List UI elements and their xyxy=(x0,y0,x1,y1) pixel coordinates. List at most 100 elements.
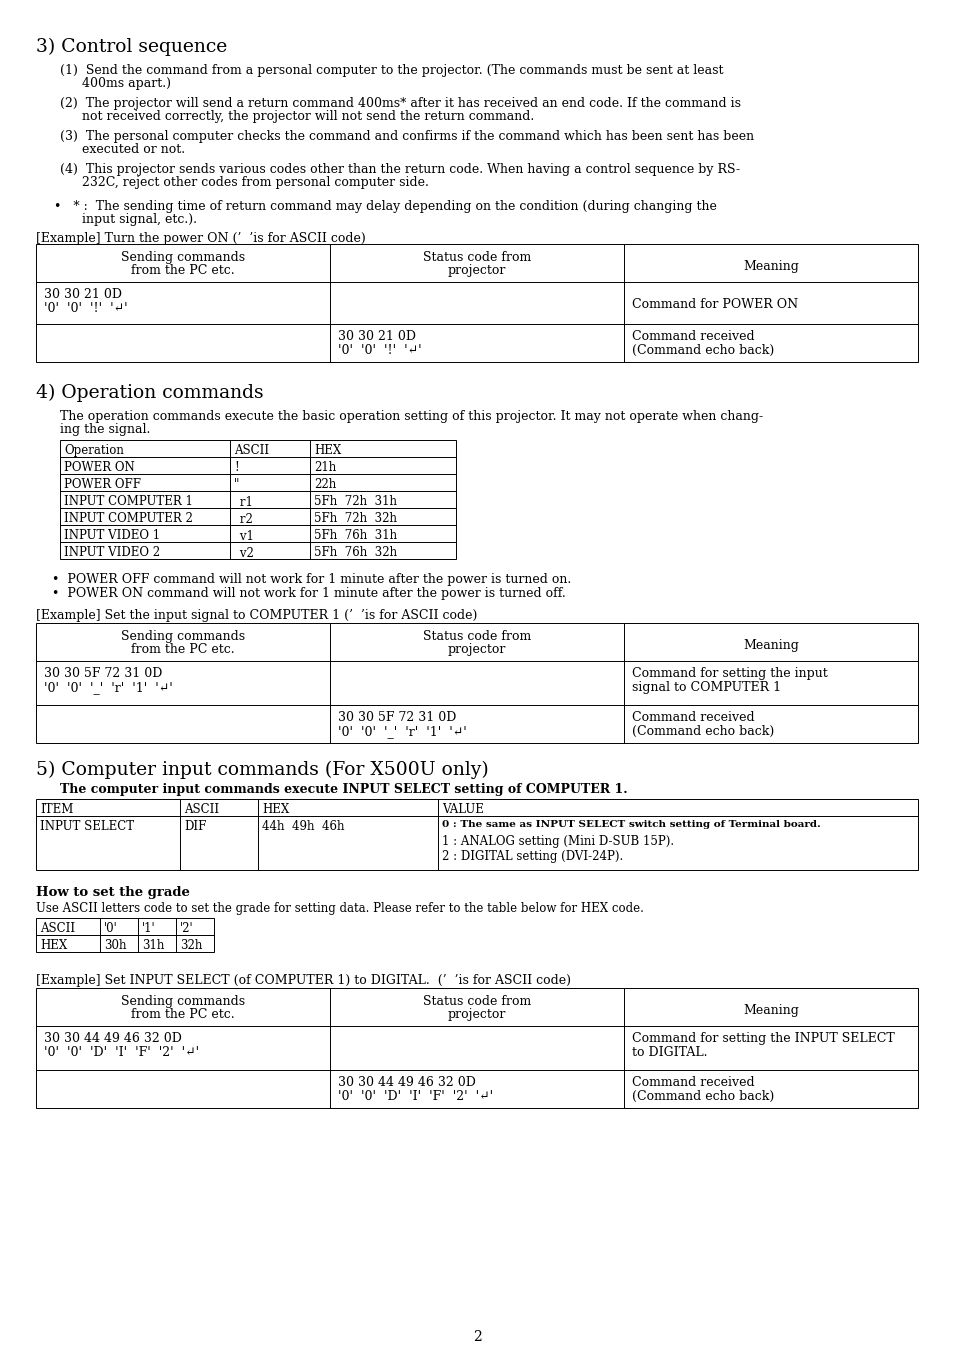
Text: from the PC etc.: from the PC etc. xyxy=(132,1008,234,1021)
Text: '0'  '0'  '_'  'r'  '1'  '↵': '0' '0' '_' 'r' '1' '↵' xyxy=(337,725,466,738)
Text: HEX: HEX xyxy=(314,444,341,457)
Text: _v1: _v1 xyxy=(233,530,253,542)
Text: 232C, reject other codes from personal computer side.: 232C, reject other codes from personal c… xyxy=(82,176,429,189)
Text: 30h: 30h xyxy=(104,939,127,952)
Text: '0'  '0'  '!'  '↵': '0' '0' '!' '↵' xyxy=(337,345,421,357)
Text: Command received: Command received xyxy=(631,330,754,343)
Text: ": " xyxy=(233,478,239,490)
Text: ASCII: ASCII xyxy=(40,921,75,935)
Text: INPUT COMPUTER 1: INPUT COMPUTER 1 xyxy=(64,494,193,508)
Text: _v2: _v2 xyxy=(233,546,253,559)
Text: 32h: 32h xyxy=(180,939,202,952)
Bar xyxy=(36,623,917,743)
Text: not received correctly, the projector will not send the return command.: not received correctly, the projector wi… xyxy=(82,109,534,123)
Text: ASCII: ASCII xyxy=(233,444,269,457)
Text: 30 30 5F 72 31 0D: 30 30 5F 72 31 0D xyxy=(337,711,456,724)
Text: Sending commands: Sending commands xyxy=(121,630,245,643)
Bar xyxy=(60,440,456,559)
Text: 30 30 44 49 46 32 0D: 30 30 44 49 46 32 0D xyxy=(44,1032,182,1046)
Text: (Command echo back): (Command echo back) xyxy=(631,345,774,357)
Text: from the PC etc.: from the PC etc. xyxy=(132,643,234,657)
Text: input signal, etc.).: input signal, etc.). xyxy=(82,213,196,226)
Bar xyxy=(36,245,917,362)
Text: 3) Control sequence: 3) Control sequence xyxy=(36,38,227,57)
Text: ing the signal.: ing the signal. xyxy=(60,423,151,436)
Text: !: ! xyxy=(233,461,238,474)
Text: Status code from: Status code from xyxy=(422,630,531,643)
Text: Status code from: Status code from xyxy=(422,994,531,1008)
Text: projector: projector xyxy=(447,263,506,277)
Text: 22h: 22h xyxy=(314,478,335,490)
Text: The operation commands execute the basic operation setting of this projector. It: The operation commands execute the basic… xyxy=(60,409,762,423)
Text: (Command echo back): (Command echo back) xyxy=(631,1090,774,1102)
Text: 2 : DIGITAL setting (DVI-24P).: 2 : DIGITAL setting (DVI-24P). xyxy=(441,850,622,863)
Text: Sending commands: Sending commands xyxy=(121,994,245,1008)
Text: [Example] Set INPUT SELECT (of COMPUTER 1) to DIGITAL.  (’  ’is for ASCII code): [Example] Set INPUT SELECT (of COMPUTER … xyxy=(36,974,571,988)
Text: 30 30 5F 72 31 0D: 30 30 5F 72 31 0D xyxy=(44,667,162,680)
Text: Use ASCII letters code to set the grade for setting data. Please refer to the ta: Use ASCII letters code to set the grade … xyxy=(36,902,643,915)
Text: HEX: HEX xyxy=(262,802,289,816)
Text: 5Fh  76h  31h: 5Fh 76h 31h xyxy=(314,530,396,542)
Text: How to set the grade: How to set the grade xyxy=(36,886,190,898)
Text: INPUT SELECT: INPUT SELECT xyxy=(40,820,134,834)
Text: INPUT VIDEO 1: INPUT VIDEO 1 xyxy=(64,530,160,542)
Text: DIF: DIF xyxy=(184,820,206,834)
Text: projector: projector xyxy=(447,1008,506,1021)
Text: Command for POWER ON: Command for POWER ON xyxy=(631,299,798,311)
Text: The computer input commands execute INPUT SELECT setting of COMPUTER 1.: The computer input commands execute INPU… xyxy=(60,784,627,796)
Text: Meaning: Meaning xyxy=(742,639,798,653)
Bar xyxy=(36,988,917,1108)
Text: '0'  '0'  '!'  '↵': '0' '0' '!' '↵' xyxy=(44,303,128,315)
Text: '0'  '0'  'D'  'I'  'F'  '2'  '↵': '0' '0' 'D' 'I' 'F' '2' '↵' xyxy=(44,1046,199,1059)
Text: •   * :  The sending time of return command may delay depending on the condition: • * : The sending time of return command… xyxy=(54,200,716,213)
Text: (Command echo back): (Command echo back) xyxy=(631,725,774,738)
Text: •  POWER OFF command will not work for 1 minute after the power is turned on.: • POWER OFF command will not work for 1 … xyxy=(52,573,571,586)
Text: to DIGITAL.: to DIGITAL. xyxy=(631,1046,707,1059)
Text: 5Fh  72h  32h: 5Fh 72h 32h xyxy=(314,512,396,526)
Bar xyxy=(36,917,213,952)
Text: Meaning: Meaning xyxy=(742,1004,798,1017)
Bar xyxy=(36,798,917,870)
Text: '2': '2' xyxy=(180,921,193,935)
Text: Command for setting the input: Command for setting the input xyxy=(631,667,827,680)
Text: 30 30 44 49 46 32 0D: 30 30 44 49 46 32 0D xyxy=(337,1075,476,1089)
Text: signal to COMPUTER 1: signal to COMPUTER 1 xyxy=(631,681,781,694)
Text: HEX: HEX xyxy=(40,939,67,952)
Text: [Example] Set the input signal to COMPUTER 1 (’  ’is for ASCII code): [Example] Set the input signal to COMPUT… xyxy=(36,609,476,621)
Text: 30 30 21 0D: 30 30 21 0D xyxy=(44,288,122,301)
Text: 30 30 21 0D: 30 30 21 0D xyxy=(337,330,416,343)
Text: [Example] Turn the power ON (’  ’is for ASCII code): [Example] Turn the power ON (’ ’is for A… xyxy=(36,232,365,245)
Text: (3)  The personal computer checks the command and confirms if the command which : (3) The personal computer checks the com… xyxy=(60,130,753,143)
Text: ASCII: ASCII xyxy=(184,802,219,816)
Text: '0': '0' xyxy=(104,921,117,935)
Text: 4) Operation commands: 4) Operation commands xyxy=(36,384,263,403)
Text: Command received: Command received xyxy=(631,711,754,724)
Text: 5) Computer input commands (For X500U only): 5) Computer input commands (For X500U on… xyxy=(36,761,488,780)
Text: Operation: Operation xyxy=(64,444,124,457)
Text: POWER ON: POWER ON xyxy=(64,461,134,474)
Text: INPUT COMPUTER 2: INPUT COMPUTER 2 xyxy=(64,512,193,526)
Text: 21h: 21h xyxy=(314,461,335,474)
Text: '0'  '0'  'D'  'I'  'F'  '2'  '↵': '0' '0' 'D' 'I' 'F' '2' '↵' xyxy=(337,1090,493,1102)
Text: _r2: _r2 xyxy=(233,512,253,526)
Text: •  POWER ON command will not work for 1 minute after the power is turned off.: • POWER ON command will not work for 1 m… xyxy=(52,586,565,600)
Text: Command for setting the INPUT SELECT: Command for setting the INPUT SELECT xyxy=(631,1032,894,1046)
Text: 5Fh  72h  31h: 5Fh 72h 31h xyxy=(314,494,396,508)
Text: 44h  49h  46h: 44h 49h 46h xyxy=(262,820,344,834)
Text: '1': '1' xyxy=(142,921,155,935)
Text: _r1: _r1 xyxy=(233,494,253,508)
Text: projector: projector xyxy=(447,643,506,657)
Text: Command received: Command received xyxy=(631,1075,754,1089)
Text: VALUE: VALUE xyxy=(441,802,483,816)
Text: 0 : The same as INPUT SELECT switch setting of Terminal board.: 0 : The same as INPUT SELECT switch sett… xyxy=(441,820,820,830)
Text: INPUT VIDEO 2: INPUT VIDEO 2 xyxy=(64,546,160,559)
Text: ITEM: ITEM xyxy=(40,802,73,816)
Text: 31h: 31h xyxy=(142,939,164,952)
Text: 400ms apart.): 400ms apart.) xyxy=(82,77,171,91)
Text: 5Fh  76h  32h: 5Fh 76h 32h xyxy=(314,546,396,559)
Text: 2: 2 xyxy=(472,1329,481,1344)
Text: from the PC etc.: from the PC etc. xyxy=(132,263,234,277)
Text: 1 : ANALOG setting (Mini D-SUB 15P).: 1 : ANALOG setting (Mini D-SUB 15P). xyxy=(441,835,674,848)
Text: Status code from: Status code from xyxy=(422,251,531,263)
Text: executed or not.: executed or not. xyxy=(82,143,185,155)
